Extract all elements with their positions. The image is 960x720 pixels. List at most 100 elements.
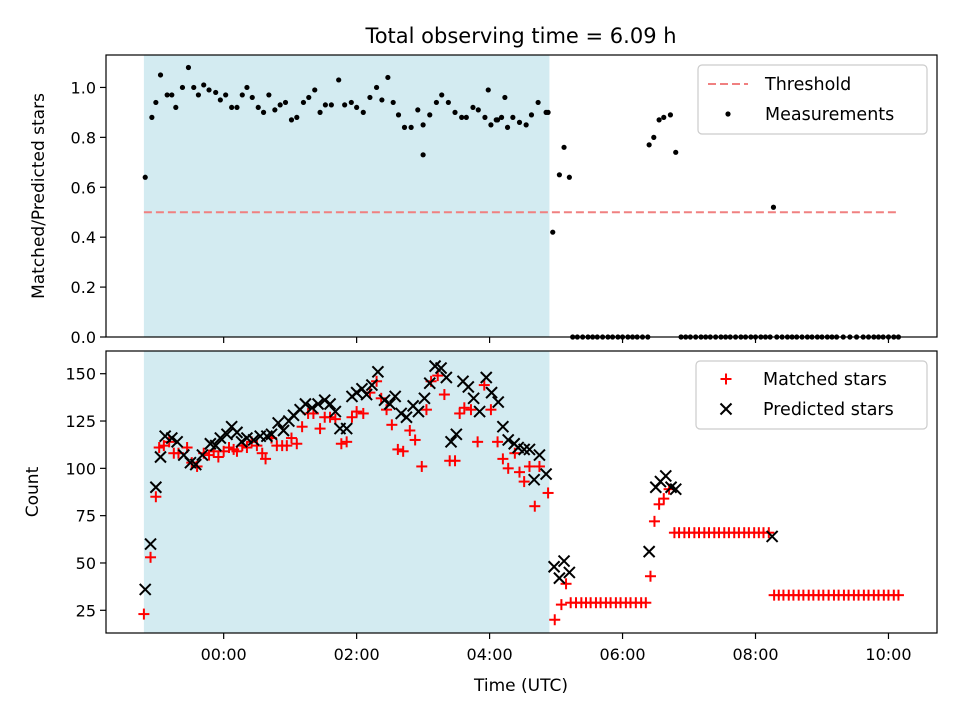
predicted-star-point	[412, 405, 425, 418]
measurement-point	[306, 94, 312, 101]
ratio-x-ticks	[223, 337, 890, 343]
measurement-point	[488, 122, 494, 128]
measurement-point	[164, 92, 170, 98]
predicted-star-point	[434, 361, 448, 375]
measurement-point	[463, 114, 469, 120]
measurement-point	[401, 124, 408, 130]
matched-star-point	[549, 614, 561, 626]
matched-star-point	[335, 438, 347, 450]
matched-star-point	[351, 406, 363, 418]
predicted-stars-series	[139, 359, 779, 596]
matched-star-point	[256, 447, 268, 459]
matched-star-point	[341, 436, 353, 448]
predicted-star-point	[371, 365, 385, 379]
measurement-point	[206, 87, 212, 93]
matched-star-point	[492, 436, 504, 448]
matched-star-point	[502, 462, 514, 474]
matched-star-point	[449, 455, 461, 467]
matched-star-point	[458, 402, 470, 414]
predicted-star-point	[642, 545, 656, 558]
matched-star-point	[314, 423, 326, 435]
measurement-point	[336, 77, 342, 83]
matched-star-point	[555, 599, 567, 611]
matched-star-point	[404, 424, 416, 436]
measurement-point	[360, 109, 366, 115]
measurement-point	[255, 104, 261, 111]
measurement-point	[408, 124, 414, 130]
y-tick-label: 0.6	[71, 178, 96, 197]
measurement-point	[373, 84, 380, 91]
matched-star-point	[392, 443, 404, 455]
predicted-star-point	[496, 420, 510, 433]
counts-panel: 25 50 75 100 125 150 00:00 02:00 04:00 06:00 08:0…	[23, 350, 938, 696]
predicted-star-point	[462, 380, 475, 394]
measurement-point	[770, 204, 777, 210]
measurements-legend-label: Measurements	[765, 105, 894, 125]
y-tick-label: 125	[65, 412, 96, 431]
predicted-star-point	[473, 405, 486, 418]
predicted-star-point	[323, 397, 337, 411]
measurement-point	[173, 104, 179, 111]
predicted-star-point	[480, 371, 493, 384]
matched-star-point	[644, 570, 656, 582]
measurement-point	[516, 119, 523, 125]
predicted-star-point	[517, 443, 531, 456]
predicted-star-point	[394, 407, 408, 420]
matched-star-point	[438, 389, 450, 401]
y-tick-label: 150	[65, 365, 96, 384]
predicted-star-point	[170, 435, 184, 449]
ratio-plot-frame	[105, 54, 938, 338]
y-tick-label: 0.2	[71, 278, 96, 297]
measurement-point	[328, 102, 334, 108]
predicted-star-point	[563, 566, 576, 579]
measurement-point	[415, 107, 421, 113]
predicted-star-point	[765, 530, 779, 543]
measurement-point	[282, 99, 289, 106]
measurement-point	[322, 102, 328, 108]
predicted-star-point	[418, 392, 431, 405]
measurement-point	[277, 102, 283, 108]
measurement-point	[502, 94, 508, 101]
ratio-legend-box	[697, 64, 928, 135]
measurement-point	[528, 112, 535, 118]
matched-star-point	[454, 407, 466, 419]
matched-star-point	[533, 460, 545, 472]
matched-star-point	[560, 578, 572, 590]
measurement-point	[234, 104, 240, 111]
counts-x-axis: 00:00 02:00 04:00 06:00 08:00 10:00	[201, 633, 912, 664]
predicted-star-point	[277, 424, 290, 437]
matched-star-point	[346, 411, 358, 423]
measurement-point	[348, 99, 354, 106]
predicted-star-point	[533, 448, 546, 462]
predicted-star-point	[659, 469, 672, 483]
predicted-star-point	[492, 395, 505, 409]
predicted-star-point	[547, 560, 561, 573]
threshold-legend-label: Threshold	[764, 75, 851, 95]
measurement-point	[504, 124, 511, 130]
matched-star-point	[653, 498, 665, 510]
measurement-point	[475, 107, 481, 113]
matched-star-point	[357, 407, 369, 419]
measurement-point	[367, 94, 373, 101]
measurement-point	[153, 99, 159, 106]
measurement-point	[201, 82, 207, 88]
measurement-point	[452, 109, 458, 115]
y-tick-label: 50	[76, 554, 96, 573]
measurement-point	[561, 144, 567, 150]
predicted-star-point	[444, 435, 458, 449]
x-tick-label: 04:00	[467, 645, 513, 664]
matched-star-point	[420, 404, 432, 416]
x-tick-label: 06:00	[599, 645, 645, 664]
measurement-point	[566, 174, 572, 180]
predicted-star-point	[247, 433, 260, 447]
measurement-point	[667, 112, 674, 118]
counts-legend-box	[695, 360, 928, 430]
measurement-point	[142, 174, 148, 180]
predicted-star-point	[329, 405, 342, 418]
predicted-star-point	[299, 397, 312, 411]
matched-star-point	[658, 493, 670, 505]
ratio-y-axis-label: Matched/Predicted stars	[29, 93, 49, 299]
matched-stars-legend-label: Matched stars	[763, 370, 887, 390]
measurement-point	[317, 109, 323, 115]
observing-window-shade-bottom	[143, 351, 550, 633]
